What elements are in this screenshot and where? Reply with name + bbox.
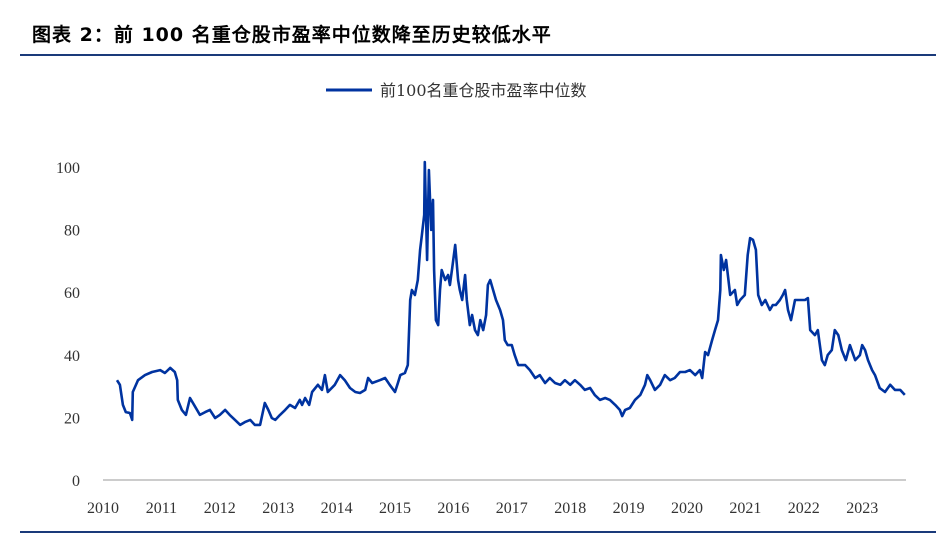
x-tick-label: 2021	[729, 500, 761, 517]
series-line	[115, 160, 906, 427]
x-tick-label: 2014	[321, 500, 353, 517]
y-tick-label: 60	[64, 285, 80, 302]
bottom-rule	[20, 531, 936, 533]
x-tick-label: 2011	[146, 500, 177, 517]
x-tick-label: 2019	[613, 500, 645, 517]
x-tick-label: 2010	[87, 500, 119, 517]
y-tick-label: 40	[64, 348, 80, 365]
top-rule	[20, 54, 936, 56]
figure-title: 图表 2：前 100 名重仓股市盈率中位数降至历史较低水平	[32, 24, 552, 46]
y-tick-label: 80	[64, 223, 80, 240]
y-tick-label: 100	[56, 160, 80, 177]
x-tick-label: 2018	[554, 500, 586, 517]
x-tick-label: 2020	[671, 500, 703, 517]
x-tick-label: 2023	[846, 500, 878, 517]
x-tick-label: 2016	[437, 500, 469, 517]
legend-label: 前100名重仓股市盈率中位数	[380, 81, 587, 100]
x-tick-label: 2015	[379, 500, 411, 517]
x-tick-label: 2022	[788, 500, 820, 517]
y-tick-label: 20	[64, 410, 80, 427]
x-tick-label: 2013	[262, 500, 294, 517]
x-tick-label: 2012	[204, 500, 236, 517]
y-tick-label: 0	[72, 473, 80, 490]
x-tick-label: 2017	[496, 500, 528, 517]
